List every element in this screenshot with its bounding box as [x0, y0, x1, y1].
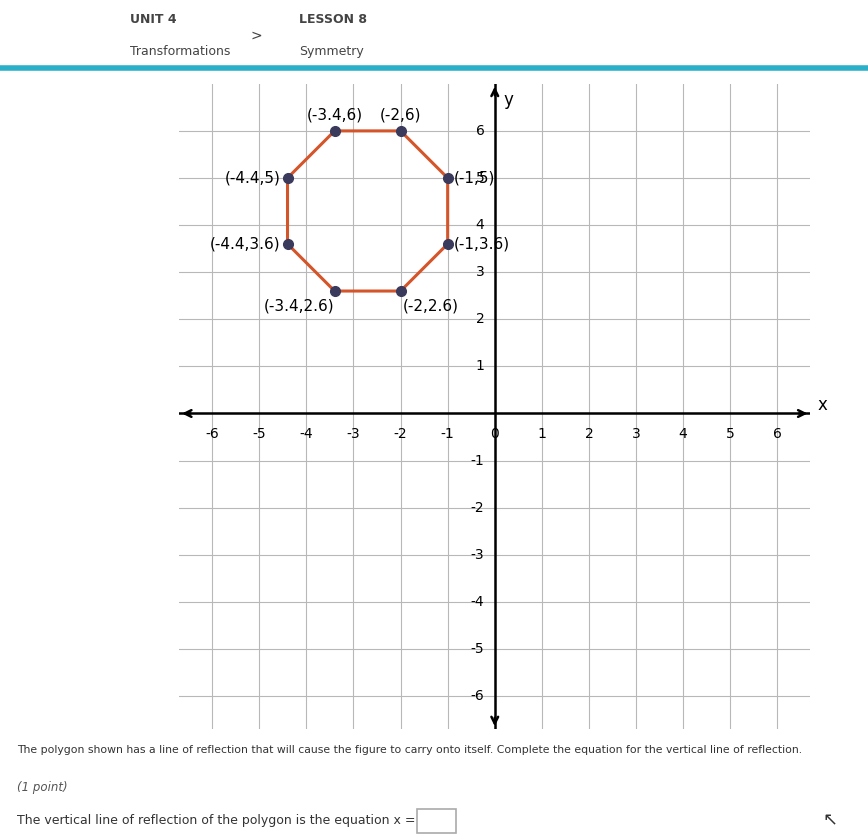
- Text: 3: 3: [476, 265, 484, 279]
- Text: 2: 2: [584, 427, 594, 441]
- Text: LESSON 8: LESSON 8: [299, 13, 367, 27]
- Text: -4: -4: [299, 427, 313, 441]
- Text: -5: -5: [470, 642, 484, 656]
- Text: -1: -1: [441, 427, 455, 441]
- Text: (-4.4,3.6): (-4.4,3.6): [210, 236, 280, 251]
- Text: 4: 4: [679, 427, 687, 441]
- Text: 0: 0: [490, 427, 499, 441]
- Text: (-2,2.6): (-2,2.6): [403, 298, 459, 313]
- Text: >: >: [250, 28, 262, 43]
- Text: The polygon shown has a line of reflection that will cause the figure to carry o: The polygon shown has a line of reflecti…: [17, 746, 803, 755]
- Text: Transformations: Transformations: [130, 44, 231, 58]
- Text: UNIT 4: UNIT 4: [130, 13, 177, 27]
- Text: (-3.4,2.6): (-3.4,2.6): [264, 298, 335, 313]
- Text: -6: -6: [206, 427, 219, 441]
- Text: 6: 6: [476, 124, 484, 138]
- Text: -5: -5: [253, 427, 266, 441]
- Text: (-1,5): (-1,5): [453, 170, 495, 185]
- Text: 2: 2: [476, 313, 484, 326]
- Text: -1: -1: [470, 453, 484, 468]
- Text: (-1,3.6): (-1,3.6): [453, 236, 510, 251]
- Text: The vertical line of reflection of the polygon is the equation x =: The vertical line of reflection of the p…: [17, 814, 416, 827]
- Text: -3: -3: [346, 427, 360, 441]
- Text: (-4.4,5): (-4.4,5): [225, 170, 280, 185]
- FancyBboxPatch shape: [417, 809, 456, 833]
- Text: 1: 1: [476, 360, 484, 374]
- Text: y: y: [503, 91, 513, 109]
- Text: 4: 4: [476, 218, 484, 232]
- Text: (1 point): (1 point): [17, 781, 68, 794]
- Text: Symmetry: Symmetry: [299, 44, 365, 58]
- Text: -2: -2: [470, 500, 484, 515]
- Text: 3: 3: [632, 427, 641, 441]
- Text: ↖: ↖: [823, 811, 838, 830]
- Text: 5: 5: [476, 171, 484, 185]
- Text: 6: 6: [773, 427, 782, 441]
- Text: -2: -2: [394, 427, 407, 441]
- Text: 1: 1: [537, 427, 546, 441]
- Text: -4: -4: [470, 595, 484, 609]
- Text: -6: -6: [470, 689, 484, 703]
- Text: x: x: [818, 396, 827, 414]
- Text: (-2,6): (-2,6): [380, 107, 421, 122]
- Text: 5: 5: [726, 427, 734, 441]
- Text: -3: -3: [470, 548, 484, 561]
- Text: (-3.4,6): (-3.4,6): [306, 107, 363, 122]
